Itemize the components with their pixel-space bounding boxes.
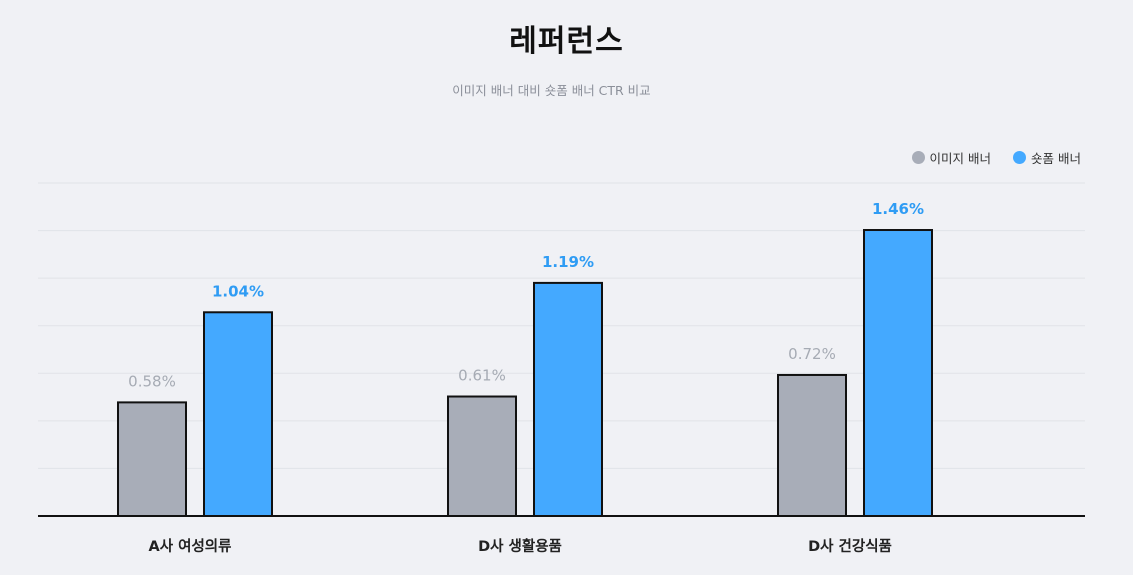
category-label: D사 건강식품 — [808, 537, 892, 555]
value-labels: 0.58% 1.04% 0.61% 1.19% 0.72% 1.46% — [128, 200, 924, 390]
legend-item-image-banner: 이미지 배너 — [911, 148, 992, 167]
bar-image-banner — [117, 401, 187, 518]
value-label-shortform-banner: 1.04% — [212, 282, 264, 300]
category-label: D사 생활용품 — [478, 537, 562, 555]
bar-image-banner — [777, 373, 847, 517]
legend-swatch-shortform-banner — [1013, 151, 1027, 164]
bars — [117, 229, 933, 518]
chart-title: 레퍼런스 — [509, 24, 624, 59]
legend-swatch-image-banner — [911, 151, 925, 164]
category-label: A사 여성의류 — [149, 537, 232, 555]
bar-shortform-banner — [533, 281, 603, 517]
category-labels: A사 여성의류 D사 생활용품 D사 건강식품 — [149, 537, 892, 555]
chart-legend: 이미지 배너 숏폼 배너 — [911, 148, 1081, 167]
bar-shortform-banner — [863, 229, 933, 517]
value-label-shortform-banner: 1.19% — [542, 253, 594, 271]
legend-label-image-banner: 이미지 배너 — [929, 151, 992, 166]
chart-subtitle: 이미지 배너 대비 숏폼 배너 CTR 비교 — [452, 83, 651, 98]
legend-label-shortform-banner: 숏폼 배너 — [1031, 151, 1081, 166]
value-label-image-banner: 0.61% — [458, 367, 506, 385]
bar-shortform-banner — [203, 311, 273, 517]
value-label-shortform-banner: 1.46% — [872, 200, 924, 218]
bar-image-banner — [447, 395, 517, 518]
value-label-image-banner: 0.58% — [128, 372, 176, 390]
value-label-image-banner: 0.72% — [788, 345, 836, 363]
legend-item-shortform-banner: 숏폼 배너 — [1013, 148, 1081, 167]
